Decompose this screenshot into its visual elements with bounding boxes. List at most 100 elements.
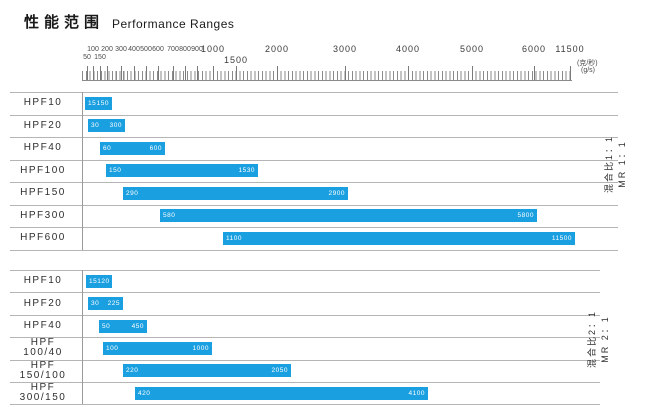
range-bar-hpf150-100: 220 2050 bbox=[123, 364, 291, 378]
x-axis-tick-label: 4000 bbox=[395, 44, 421, 54]
range-bar-hpf300-150: 420 4100 bbox=[135, 386, 428, 400]
x-axis-major-tick bbox=[146, 66, 147, 80]
bar-max-value: 150 bbox=[96, 99, 109, 107]
bar-min-value: 15 bbox=[88, 99, 97, 107]
bar-min-value: 30 bbox=[91, 122, 100, 130]
group-2-row-label: HPF 300/150 bbox=[6, 382, 80, 404]
group-1-row-label: HPF300 bbox=[6, 205, 80, 228]
group-1-row-label: HPF100 bbox=[6, 160, 80, 183]
bar-min-value: 30 bbox=[91, 300, 100, 308]
mix-ratio-zh: 混合比2：1 bbox=[587, 309, 597, 368]
x-axis-major-tick bbox=[173, 66, 174, 80]
row-label-line: 300/150 bbox=[19, 392, 67, 404]
row-label-line: HPF10 bbox=[23, 275, 63, 287]
group-1-row-line bbox=[10, 227, 618, 228]
group-1-left-axis-line bbox=[82, 92, 83, 250]
range-bar-hpf20: 30 300 bbox=[88, 119, 125, 133]
bar-max-value: 5800 bbox=[517, 212, 534, 220]
bar-max-value: 120 bbox=[97, 277, 110, 285]
bar-min-value: 15 bbox=[89, 277, 98, 285]
row-label-line: HPF bbox=[30, 337, 56, 349]
group-2-row-label: HPF 150/100 bbox=[6, 360, 80, 382]
group-1-row-line bbox=[10, 92, 618, 93]
x-axis-major-tick bbox=[158, 66, 159, 80]
row-label-line: HPF bbox=[30, 359, 56, 371]
x-axis-tick-label: 800 bbox=[179, 46, 191, 53]
row-label-line: HPF300 bbox=[20, 209, 66, 221]
x-axis-tick-label: 1500 bbox=[223, 55, 249, 65]
x-axis-major-tick bbox=[472, 66, 473, 80]
bar-min-value: 100 bbox=[106, 344, 119, 352]
range-bar-hpf40: 50 450 bbox=[99, 319, 147, 333]
x-axis-tick-label: 300 bbox=[115, 46, 127, 53]
bar-max-value: 225 bbox=[107, 300, 120, 308]
bar-min-value: 60 bbox=[103, 144, 112, 152]
row-label-line: HPF10 bbox=[23, 97, 63, 109]
x-axis-tick-label: 1000 bbox=[200, 44, 226, 54]
row-label-line: HPF40 bbox=[23, 142, 63, 154]
x-axis-tick-label: 2000 bbox=[264, 44, 290, 54]
x-axis-major-tick bbox=[408, 66, 409, 80]
range-bar-hpf100-40: 100 1000 bbox=[103, 341, 212, 355]
group-1-row-label: HPF20 bbox=[6, 115, 80, 138]
group-2-row-line bbox=[10, 404, 600, 406]
x-axis-tick-label: 100 bbox=[87, 46, 99, 53]
mix-ratio-en: MR 2：1 bbox=[600, 315, 610, 363]
row-label-line: 100/40 bbox=[23, 347, 63, 359]
range-bar-hpf40: 60 600 bbox=[100, 141, 165, 155]
x-axis-tick-label: 400 bbox=[128, 46, 140, 53]
group-1-row-label: HPF40 bbox=[6, 137, 80, 160]
x-axis-major-tick bbox=[100, 66, 101, 80]
x-axis-minor-ticks bbox=[82, 71, 572, 80]
row-label-line: HPF600 bbox=[20, 232, 66, 244]
bar-min-value: 420 bbox=[138, 389, 151, 397]
row-label-line: HPF20 bbox=[23, 119, 63, 131]
range-bar-hpf150: 290 2900 bbox=[123, 186, 348, 200]
bar-min-value: 150 bbox=[109, 167, 122, 175]
x-axis-tick-label: 11500 bbox=[555, 44, 585, 54]
x-axis-unit-zh: (克/秒) bbox=[577, 60, 598, 67]
x-axis-tick-label: 700 bbox=[167, 46, 179, 53]
x-axis-tick-label: 900 bbox=[191, 46, 203, 53]
bar-max-value: 1530 bbox=[238, 167, 255, 175]
bar-min-value: 220 bbox=[126, 367, 139, 375]
x-axis-major-tick bbox=[121, 66, 122, 80]
x-axis-major-tick bbox=[197, 66, 198, 80]
x-axis-major-tick bbox=[107, 66, 108, 80]
x-axis-tick-label: 6000 bbox=[521, 44, 547, 54]
row-label-line: HPF20 bbox=[23, 297, 63, 309]
x-axis-major-tick bbox=[236, 66, 237, 80]
bar-min-value: 580 bbox=[163, 212, 176, 220]
group-1-row-label: HPF600 bbox=[6, 227, 80, 250]
x-axis-tick-label: 5000 bbox=[459, 44, 485, 54]
group-1-row-line bbox=[10, 182, 618, 183]
bar-max-value: 2900 bbox=[328, 189, 345, 197]
x-axis-tick-label: 600 bbox=[152, 46, 164, 53]
x-axis-major-tick bbox=[570, 66, 571, 80]
group-2-row-label: HPF20 bbox=[6, 292, 80, 314]
group-1-row-label: HPF150 bbox=[6, 182, 80, 205]
group-2-left-axis-line bbox=[82, 270, 83, 405]
bar-min-value: 290 bbox=[126, 189, 139, 197]
x-axis-tick-label: 200 bbox=[101, 46, 113, 53]
group-1-row-line bbox=[10, 204, 618, 206]
range-bar-hpf10: 15 150 bbox=[85, 96, 112, 110]
x-axis-major-tick bbox=[534, 66, 535, 80]
group-2-row-line bbox=[10, 292, 600, 294]
bar-max-value: 300 bbox=[109, 122, 122, 130]
x-axis-major-tick bbox=[213, 66, 214, 80]
bar-max-value: 11500 bbox=[551, 234, 572, 242]
group-2-row-line bbox=[10, 270, 600, 271]
bar-min-value: 50 bbox=[102, 322, 111, 330]
x-axis-major-tick bbox=[93, 66, 94, 80]
row-label-line: HPF bbox=[30, 382, 56, 394]
mix-ratio-zh: 混合比1：1 bbox=[604, 134, 614, 193]
bar-max-value: 600 bbox=[149, 144, 162, 152]
x-axis-tick-label: 50 bbox=[83, 54, 91, 61]
x-axis-tick-label: 500 bbox=[140, 46, 152, 53]
group-2-row-line bbox=[10, 314, 600, 316]
range-bar-hpf300: 580 5800 bbox=[160, 209, 537, 223]
x-axis-tick-label: 150 bbox=[94, 54, 106, 61]
bar-max-value: 4100 bbox=[408, 389, 425, 397]
